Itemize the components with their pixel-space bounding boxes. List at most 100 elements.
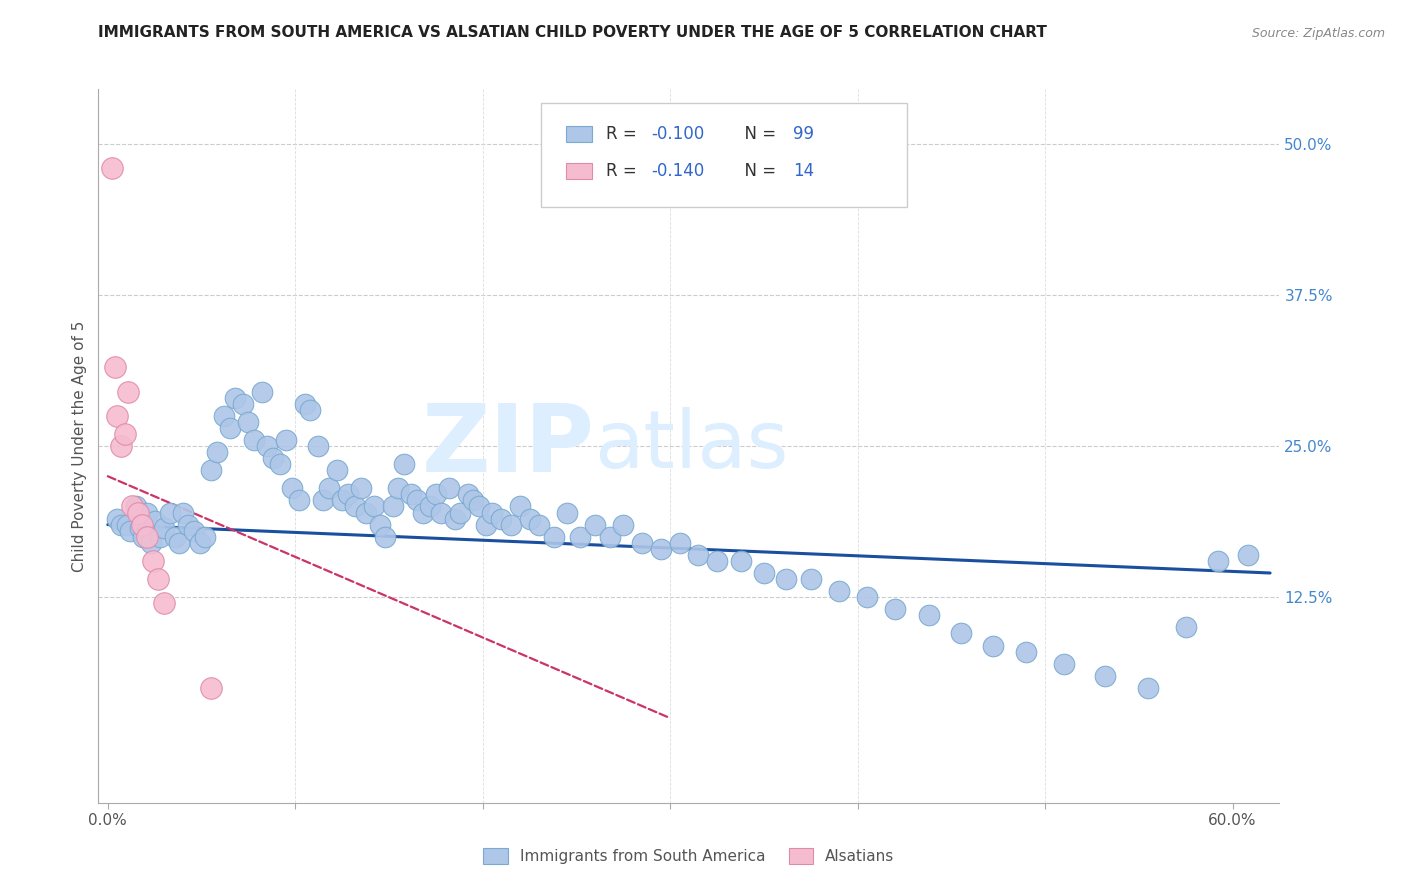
Point [1015, 645, 1038, 659]
Point [449, 506, 471, 520]
Point [149, 530, 172, 544]
Bar [567, 163, 592, 179]
Text: -0.140: -0.140 [651, 162, 704, 180]
Point [412, 506, 434, 520]
Point [344, 500, 367, 514]
Point [110, 517, 132, 532]
Point [143, 514, 166, 528]
Point [981, 639, 1004, 653]
Point [1236, 548, 1258, 562]
Point [650, 541, 672, 556]
Point [330, 493, 353, 508]
Point [457, 487, 479, 501]
Point [406, 493, 429, 508]
Point [200, 681, 222, 695]
Point [153, 521, 176, 535]
Point [1094, 669, 1116, 683]
Point [443, 511, 465, 525]
Point [856, 590, 879, 604]
Legend: Immigrants from South America, Alsatians: Immigrants from South America, Alsatians [477, 842, 901, 870]
Point [104, 360, 127, 375]
Point [775, 572, 797, 586]
Text: 14: 14 [793, 162, 814, 180]
Point [212, 409, 235, 423]
Point [468, 500, 491, 514]
Point [430, 506, 453, 520]
Point [238, 415, 260, 429]
Point [110, 439, 132, 453]
Point [194, 530, 217, 544]
Point [463, 493, 485, 508]
Point [136, 506, 159, 520]
Point [509, 500, 531, 514]
Text: Source: ZipAtlas.com: Source: ZipAtlas.com [1251, 27, 1385, 40]
Point [256, 439, 278, 453]
Point [688, 548, 710, 562]
Point [280, 481, 302, 495]
Point [117, 384, 139, 399]
Point [569, 530, 592, 544]
Point [583, 517, 606, 532]
Text: N =: N = [734, 162, 782, 180]
Point [274, 433, 297, 447]
Point [381, 500, 404, 514]
Point [121, 500, 143, 514]
Point [1053, 657, 1076, 671]
Point [752, 566, 775, 580]
Point [555, 506, 578, 520]
Point [105, 511, 128, 525]
Point [706, 554, 728, 568]
Point [419, 500, 441, 514]
Point [519, 511, 541, 525]
Point [499, 517, 522, 532]
Point [224, 391, 246, 405]
Text: ZIP: ZIP [422, 400, 595, 492]
Text: -0.100: -0.100 [651, 125, 704, 143]
Point [425, 487, 447, 501]
Point [350, 481, 373, 495]
Point [668, 535, 690, 549]
Point [374, 530, 396, 544]
Text: R =: R = [606, 125, 643, 143]
Point [132, 530, 155, 544]
Point [114, 426, 136, 441]
Point [368, 517, 391, 532]
Point [294, 397, 316, 411]
Point [127, 506, 149, 520]
Point [387, 481, 409, 495]
Point [1137, 681, 1160, 695]
Point [128, 521, 150, 535]
Text: N =: N = [734, 125, 782, 143]
Point [200, 463, 222, 477]
Point [1174, 620, 1197, 634]
Point [153, 596, 176, 610]
Point [437, 481, 460, 495]
Point [243, 433, 266, 447]
Point [142, 554, 165, 568]
Point [205, 445, 228, 459]
Point [167, 535, 190, 549]
Point [491, 511, 513, 525]
Point [100, 161, 122, 175]
Point [183, 524, 205, 538]
Point [125, 500, 148, 514]
Point [136, 530, 159, 544]
Point [1206, 554, 1229, 568]
Point [172, 506, 194, 520]
Point [120, 524, 142, 538]
Point [218, 421, 240, 435]
Point [356, 506, 378, 520]
Text: atlas: atlas [595, 407, 789, 485]
FancyBboxPatch shape [541, 103, 907, 207]
Y-axis label: Child Poverty Under the Age of 5: Child Poverty Under the Age of 5 [72, 320, 87, 572]
Point [177, 517, 200, 532]
Point [131, 517, 153, 532]
Point [232, 397, 254, 411]
Text: 99: 99 [793, 125, 814, 143]
Point [307, 439, 329, 453]
Point [363, 500, 385, 514]
Point [159, 506, 181, 520]
Point [800, 572, 823, 586]
Point [631, 535, 654, 549]
Point [148, 572, 170, 586]
